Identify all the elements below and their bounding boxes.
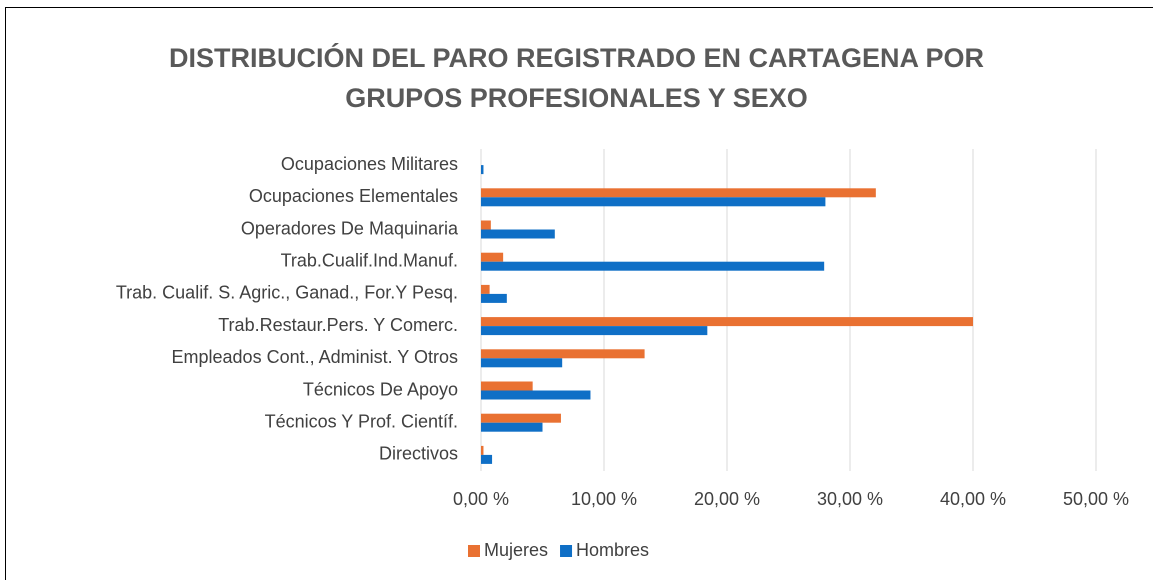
bar (481, 349, 645, 359)
bar (481, 197, 826, 207)
chart-title-box: DISTRIBUCIÓN DEL PARO REGISTRADO EN CART… (0, 38, 1153, 118)
legend-label: Hombres (576, 540, 649, 560)
bar (481, 293, 507, 303)
y-tick-label: Operadores De Maquinaria (241, 218, 459, 238)
y-tick-label: Trab.Cualif.Ind.Manuf. (281, 250, 458, 270)
y-tick-label: Técnicos De Apoyo (303, 379, 458, 399)
bar (481, 381, 533, 391)
y-tick-label: Ocupaciones Elementales (249, 186, 458, 206)
y-tick-label: Directivos (379, 444, 458, 464)
bar (481, 358, 563, 368)
legend-label: Mujeres (484, 540, 548, 560)
chart-title: DISTRIBUCIÓN DEL PARO REGISTRADO EN CART… (168, 43, 985, 113)
legend-swatch (560, 545, 573, 557)
x-tick-label: 0,00 % (453, 489, 509, 509)
bar (481, 252, 504, 262)
x-tick-label: 20,00 % (694, 489, 760, 509)
bar (481, 317, 973, 327)
x-tick-label: 30,00 % (817, 489, 883, 509)
y-tick-label: Técnicos Y Prof. Científ. (265, 411, 458, 431)
bar (481, 165, 484, 175)
bar (481, 220, 491, 230)
bar (481, 390, 591, 400)
y-tick-label: Empleados Cont., Administ. Y Otros (172, 347, 458, 367)
bar (481, 284, 490, 294)
x-tick-label: 50,00 % (1063, 489, 1129, 509)
bar (481, 454, 493, 464)
bar (481, 188, 876, 198)
bar (481, 422, 543, 432)
chart-border (5, 7, 1153, 580)
bar (481, 445, 484, 455)
legend-swatch (468, 545, 480, 557)
bar (481, 261, 825, 271)
bar (481, 413, 561, 423)
y-tick-label: Ocupaciones Militares (281, 154, 458, 174)
y-tick-label: Trab.Restaur.Pers. Y Comerc. (218, 315, 458, 335)
x-tick-label: 40,00 % (940, 489, 1006, 509)
x-tick-label: 10,00 % (571, 489, 637, 509)
bar (481, 326, 708, 336)
bar (481, 229, 555, 239)
y-tick-label: Trab. Cualif. S. Agric., Ganad., For.Y P… (116, 283, 458, 303)
